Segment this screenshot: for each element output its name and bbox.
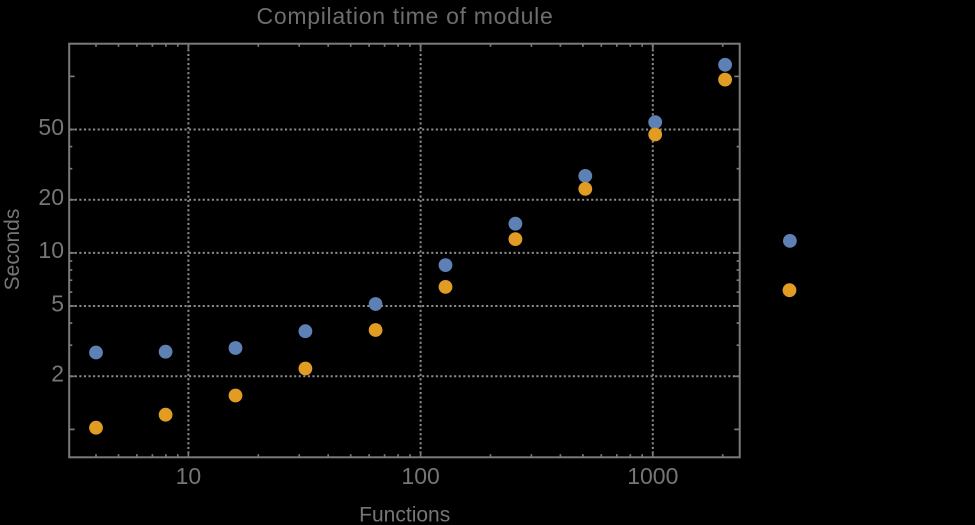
svg-text:10: 10 — [176, 463, 202, 489]
svg-text:20: 20 — [38, 184, 64, 210]
svg-text:Compilation time of module: Compilation time of module — [257, 3, 554, 29]
svg-text:10: 10 — [38, 237, 64, 263]
svg-text:100: 100 — [401, 463, 439, 489]
svg-text:2: 2 — [51, 361, 64, 387]
svg-text:5: 5 — [51, 290, 64, 316]
svg-text:Seconds: Seconds — [1, 209, 24, 291]
svg-text:Functions: Functions — [359, 504, 450, 525]
svg-text:1000: 1000 — [627, 463, 678, 489]
svg-text:50: 50 — [38, 114, 64, 140]
